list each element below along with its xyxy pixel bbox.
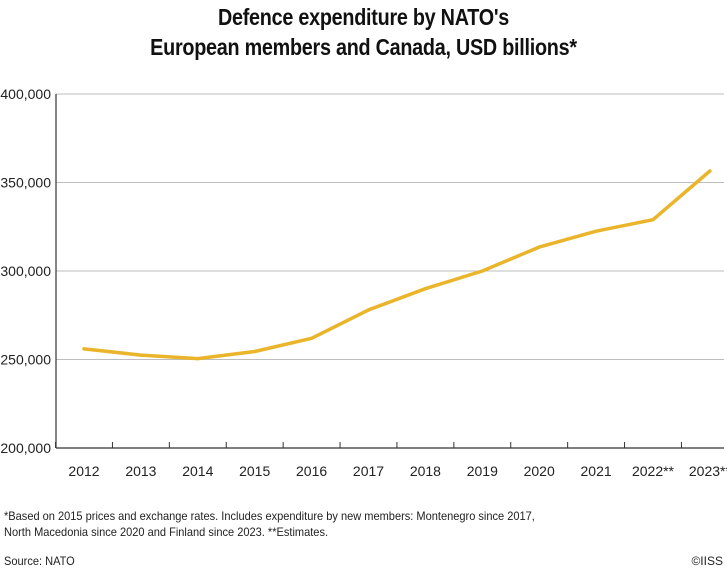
y-tick-label: 300,000 — [0, 263, 51, 279]
data-point — [537, 245, 541, 249]
chart-title-line-2: European members and Canada, USD billion… — [150, 34, 577, 60]
data-point — [82, 347, 86, 351]
x-tick-label: 2018 — [410, 463, 441, 479]
data-point — [310, 336, 314, 340]
x-tick-label: 2023** — [689, 463, 727, 479]
x-tick-label: 2019 — [467, 463, 498, 479]
data-point — [366, 308, 371, 312]
y-axis: 200,000 250,000 300,000 350,000 400,000 — [0, 86, 57, 456]
y-tick-label: 250,000 — [0, 352, 51, 368]
x-tick-label: 2016 — [296, 463, 327, 479]
data-point — [708, 169, 712, 173]
x-tick-label: 2012 — [68, 463, 99, 479]
y-tick-label: 200,000 — [0, 440, 51, 456]
chart-title: Defence expenditure by NATO's European m… — [51, 2, 676, 62]
x-axis: 2012 2013 2014 2015 2016 2017 2018 2019 2020 2021… — [55, 442, 727, 479]
source-text: Source: NATO — [4, 554, 75, 568]
data-point — [196, 357, 200, 361]
data-point — [594, 229, 598, 233]
data-point — [253, 349, 257, 354]
footnote: *Based on 2015 prices and exchange rates… — [4, 508, 556, 540]
x-tick-label: 2013 — [125, 463, 156, 479]
footnote-line-2: North Macedonia since 2020 and Finland s… — [4, 525, 329, 539]
data-point — [139, 353, 143, 357]
data-point — [423, 287, 427, 291]
y-tick-label: 400,000 — [0, 86, 51, 102]
series-layer — [82, 169, 712, 361]
x-tick-label: 2022** — [632, 463, 675, 479]
chart-title-line-1: Defence expenditure by NATO's — [217, 4, 510, 30]
x-tick-label: 2021 — [581, 463, 612, 479]
x-tick-label: 2020 — [524, 463, 555, 479]
footnote-line-1: *Based on 2015 prices and exchange rates… — [4, 509, 535, 523]
x-tick-label: 2014 — [182, 463, 213, 479]
line-chart: 200,000 250,000 300,000 350,000 400,000 2012… — [0, 86, 727, 479]
x-tick-label: 2017 — [353, 463, 384, 479]
series-line — [82, 169, 712, 361]
credit-text: ©IISS — [691, 554, 723, 568]
x-tick-label: 2015 — [239, 463, 270, 479]
data-point — [651, 218, 655, 222]
y-tick-label: 350,000 — [0, 175, 51, 191]
data-point — [480, 269, 484, 273]
gridlines — [56, 93, 724, 449]
